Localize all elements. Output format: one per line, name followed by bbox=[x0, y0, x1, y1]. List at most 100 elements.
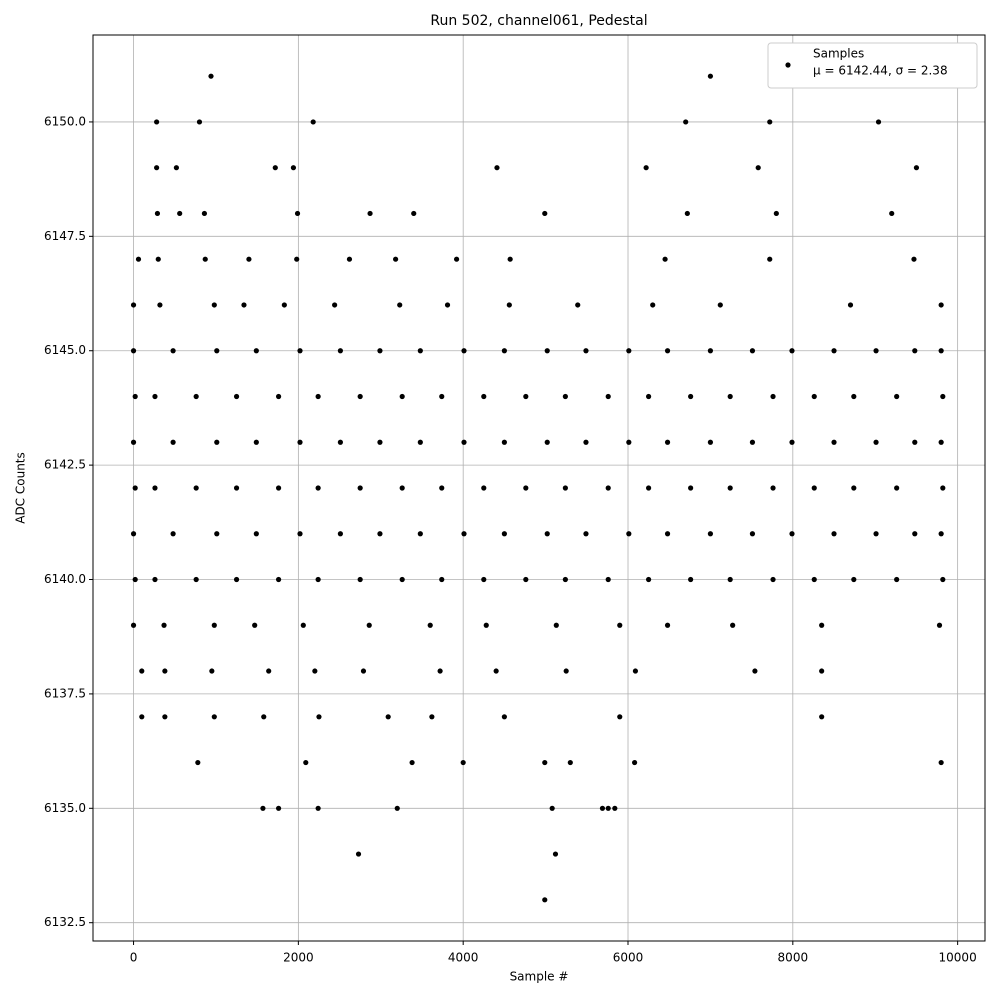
data-point bbox=[214, 439, 220, 445]
data-point bbox=[847, 302, 854, 308]
data-point bbox=[912, 439, 918, 445]
data-point bbox=[873, 348, 879, 354]
data-point bbox=[399, 485, 405, 491]
data-point bbox=[583, 439, 589, 445]
data-point bbox=[377, 531, 383, 537]
data-point bbox=[664, 348, 671, 354]
data-point bbox=[461, 348, 467, 354]
data-point bbox=[617, 714, 623, 720]
x-tick-label: 4000 bbox=[448, 951, 479, 965]
data-point bbox=[139, 714, 145, 720]
legend-box bbox=[767, 42, 978, 89]
data-point bbox=[553, 622, 559, 628]
data-point bbox=[281, 302, 287, 308]
data-point bbox=[789, 348, 795, 354]
data-point bbox=[233, 393, 240, 400]
data-point bbox=[646, 485, 652, 491]
data-point bbox=[940, 393, 946, 400]
data-point bbox=[161, 622, 167, 628]
data-point bbox=[873, 531, 879, 537]
data-point bbox=[312, 668, 318, 674]
data-point bbox=[297, 348, 303, 354]
data-point bbox=[938, 531, 944, 537]
data-point bbox=[411, 210, 417, 217]
y-tick-label: 6147.5 bbox=[44, 229, 86, 243]
data-point bbox=[397, 302, 403, 308]
data-point bbox=[399, 576, 405, 583]
data-point bbox=[132, 485, 138, 491]
data-point bbox=[399, 393, 405, 400]
data-point bbox=[275, 485, 282, 491]
data-point bbox=[355, 851, 362, 857]
data-point bbox=[303, 759, 309, 766]
data-point bbox=[367, 210, 373, 217]
data-point bbox=[626, 439, 632, 445]
data-point bbox=[377, 348, 383, 354]
data-point bbox=[241, 302, 247, 308]
data-point bbox=[261, 714, 267, 720]
data-point bbox=[894, 576, 900, 583]
data-point bbox=[831, 531, 837, 537]
data-point bbox=[770, 576, 776, 583]
data-point bbox=[938, 348, 944, 354]
data-point bbox=[605, 393, 611, 400]
plot-frame bbox=[92, 34, 986, 942]
data-point bbox=[417, 531, 423, 537]
data-point bbox=[201, 210, 208, 217]
data-point bbox=[501, 348, 507, 354]
data-point bbox=[260, 805, 266, 811]
data-point bbox=[439, 576, 445, 583]
data-point bbox=[626, 348, 632, 354]
data-point bbox=[196, 119, 203, 125]
data-point bbox=[155, 256, 161, 262]
data-point bbox=[938, 302, 944, 308]
data-point bbox=[707, 439, 714, 445]
y-tick-label: 6150.0 bbox=[44, 114, 86, 128]
data-point bbox=[357, 485, 363, 491]
data-point bbox=[789, 531, 795, 537]
x-tick-label: 10000 bbox=[939, 951, 977, 965]
data-point bbox=[650, 302, 656, 308]
data-point bbox=[130, 302, 137, 308]
data-point bbox=[202, 256, 208, 262]
legend-note: μ = 6142.44, σ = 2.38 bbox=[813, 64, 948, 78]
data-point bbox=[154, 119, 160, 125]
data-point bbox=[152, 485, 158, 491]
data-point bbox=[377, 439, 383, 445]
data-point bbox=[157, 302, 163, 308]
y-tick-label: 6140.0 bbox=[44, 572, 86, 586]
data-point bbox=[562, 485, 568, 491]
data-point bbox=[562, 576, 568, 583]
data-point bbox=[583, 348, 589, 354]
data-point bbox=[332, 302, 338, 308]
data-point bbox=[315, 805, 321, 811]
data-point bbox=[208, 73, 214, 79]
data-point bbox=[253, 439, 259, 445]
data-point bbox=[940, 485, 946, 491]
data-point bbox=[542, 759, 548, 766]
data-point bbox=[253, 531, 259, 537]
data-point bbox=[195, 759, 201, 766]
data-point bbox=[130, 531, 137, 537]
data-point bbox=[819, 714, 825, 720]
y-tick-label: 6135.0 bbox=[44, 801, 86, 815]
data-point bbox=[605, 485, 611, 491]
data-point bbox=[612, 805, 618, 811]
data-point bbox=[688, 393, 694, 400]
data-point bbox=[132, 393, 138, 400]
data-point bbox=[567, 759, 573, 766]
data-point bbox=[427, 622, 433, 628]
data-point bbox=[912, 348, 918, 354]
data-point bbox=[583, 531, 589, 537]
data-point bbox=[135, 256, 142, 262]
data-point bbox=[209, 668, 215, 674]
data-point bbox=[252, 622, 258, 628]
data-point bbox=[337, 348, 343, 354]
data-point bbox=[549, 805, 555, 811]
data-point bbox=[275, 576, 282, 583]
data-point bbox=[707, 531, 714, 537]
data-point bbox=[154, 165, 160, 171]
data-point bbox=[233, 485, 240, 491]
data-point bbox=[632, 668, 639, 674]
